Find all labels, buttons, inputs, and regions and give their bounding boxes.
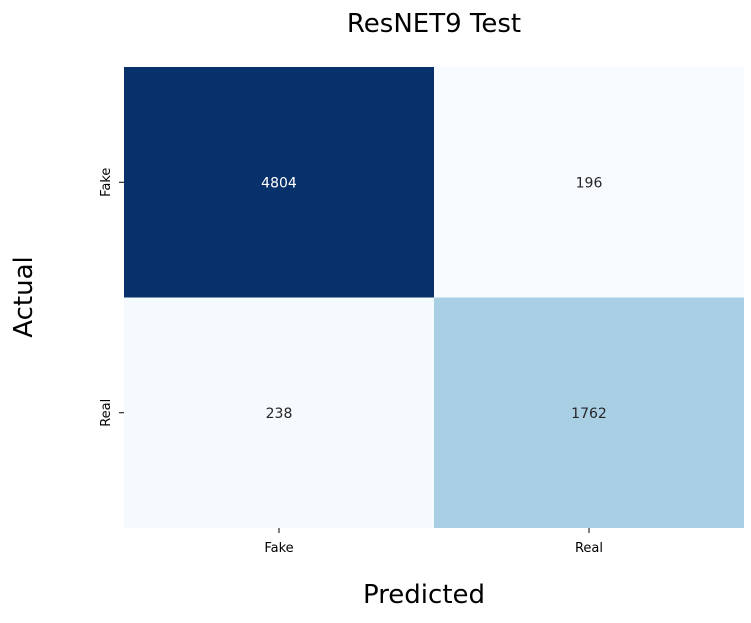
heatmap-cell-fake-fake	[124, 67, 434, 298]
x-axis-ticks: Fake Real	[264, 528, 603, 556]
y-axis-label: Actual	[9, 256, 39, 337]
x-axis-label: Predicted	[363, 580, 485, 610]
heatmap-cells	[124, 67, 744, 528]
heatmap-cell-real-fake	[124, 297, 434, 528]
cell-value-label: 1762	[571, 406, 607, 422]
y-axis-ticks: Fake Real	[99, 168, 124, 427]
heatmap-cell-real-real	[434, 297, 744, 528]
x-tick-label: Fake	[264, 541, 293, 556]
x-tick-label: Real	[575, 541, 603, 556]
chart-title: ResNET9 Test	[347, 9, 521, 39]
cell-value-label: 196	[576, 175, 603, 191]
y-tick-label: Real	[99, 399, 114, 427]
cell-value-label: 4804	[261, 175, 297, 191]
heatmap-cell-labels: 4804 196 238 1762	[261, 175, 607, 422]
y-tick-label: Fake	[99, 168, 114, 197]
cell-value-label: 238	[266, 406, 293, 422]
heatmap-cell-fake-real	[434, 67, 744, 298]
